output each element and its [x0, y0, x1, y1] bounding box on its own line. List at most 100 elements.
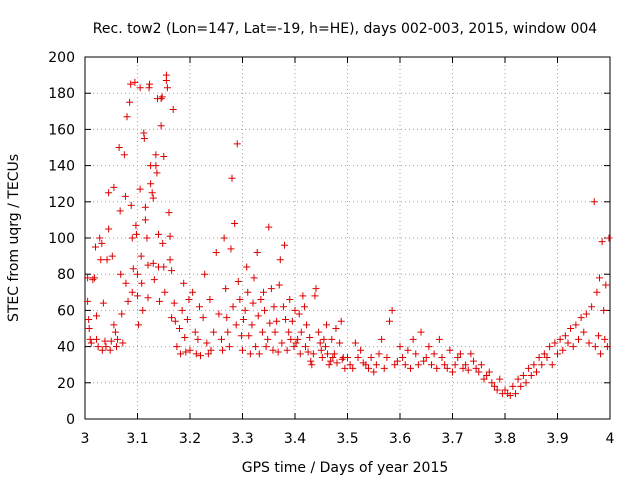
data-point — [260, 288, 267, 296]
data-point — [245, 332, 253, 340]
data-point — [370, 368, 378, 376]
data-point — [318, 353, 326, 361]
data-point — [337, 317, 345, 325]
data-point — [85, 315, 93, 323]
data-point — [265, 223, 273, 231]
data-point — [493, 386, 501, 394]
data-point — [380, 364, 388, 372]
data-point — [144, 261, 152, 269]
data-point — [295, 310, 303, 318]
data-point — [533, 368, 540, 376]
data-point — [388, 306, 396, 314]
data-point — [191, 328, 199, 336]
data-point — [103, 256, 111, 264]
axis-ticks — [84, 56, 611, 420]
data-point — [128, 234, 136, 242]
data-point — [189, 288, 197, 296]
data-point — [577, 314, 585, 322]
data-point — [127, 201, 135, 209]
data-point — [180, 279, 188, 287]
data-point — [166, 232, 174, 240]
x-tick-label: 3.6 — [389, 431, 411, 447]
data-point — [330, 350, 338, 358]
data-point — [556, 335, 564, 343]
data-point — [99, 299, 107, 307]
data-point — [292, 339, 300, 347]
data-point — [580, 328, 588, 336]
data-point — [278, 339, 286, 347]
data-point — [126, 98, 134, 106]
y-tick-label: 160 — [48, 122, 75, 138]
data-point — [315, 328, 323, 336]
data-point — [253, 248, 261, 256]
data-point — [120, 151, 128, 159]
data-point — [325, 361, 333, 369]
data-point — [110, 321, 118, 329]
data-point — [506, 391, 514, 399]
data-point — [182, 348, 190, 356]
data-point — [116, 207, 124, 215]
data-point — [240, 315, 248, 323]
y-tick-label: 180 — [48, 86, 75, 102]
data-point — [121, 192, 129, 200]
data-point — [367, 353, 375, 361]
data-point — [157, 122, 165, 130]
data-point — [249, 299, 257, 307]
data-point — [349, 364, 357, 372]
data-point — [224, 328, 232, 336]
data-point — [258, 328, 266, 336]
data-point — [601, 335, 609, 343]
data-point — [168, 314, 176, 322]
data-point — [199, 314, 207, 322]
data-point — [554, 350, 561, 358]
data-point — [332, 325, 340, 332]
data-point — [470, 357, 477, 365]
data-point — [362, 361, 370, 369]
data-point — [262, 343, 270, 351]
y-tick-label: 200 — [48, 50, 75, 66]
data-point — [591, 343, 599, 351]
data-point — [127, 80, 135, 88]
data-point — [443, 364, 451, 372]
chart-title: Rec. tow2 (Lon=147, Lat=-19, h=HE), days… — [93, 21, 597, 37]
data-point — [412, 350, 420, 358]
data-point — [459, 364, 467, 372]
data-point — [287, 335, 295, 343]
data-point — [514, 375, 522, 383]
data-point — [269, 346, 277, 354]
data-point — [98, 346, 106, 354]
data-point — [596, 274, 603, 282]
data-point — [327, 357, 335, 365]
data-point — [294, 335, 302, 343]
data-point — [152, 162, 160, 170]
data-point — [183, 315, 191, 323]
data-point — [147, 180, 155, 188]
data-point — [118, 310, 126, 318]
data-point — [472, 364, 480, 372]
data-point — [454, 353, 462, 361]
data-point — [535, 353, 543, 361]
x-tick-label: 3.8 — [494, 431, 516, 447]
data-point — [354, 353, 362, 361]
data-point — [475, 368, 483, 376]
data-point — [194, 335, 202, 343]
data-point — [594, 332, 602, 340]
data-point — [234, 277, 242, 285]
data-point — [296, 350, 304, 358]
x-axis-label: GPS time / Days of year 2015 — [242, 460, 449, 476]
data-point — [85, 325, 93, 332]
data-point — [170, 299, 178, 307]
data-point — [185, 296, 193, 304]
data-point — [162, 77, 170, 85]
data-point — [567, 325, 575, 332]
data-point — [136, 84, 144, 92]
data-point — [333, 359, 341, 367]
data-point — [236, 296, 244, 304]
data-point — [488, 379, 496, 387]
data-point — [123, 113, 131, 121]
data-point — [197, 352, 204, 360]
data-point — [324, 350, 332, 358]
data-point — [299, 292, 307, 300]
x-tick-label: 3.2 — [179, 431, 201, 447]
data-point — [201, 270, 209, 278]
